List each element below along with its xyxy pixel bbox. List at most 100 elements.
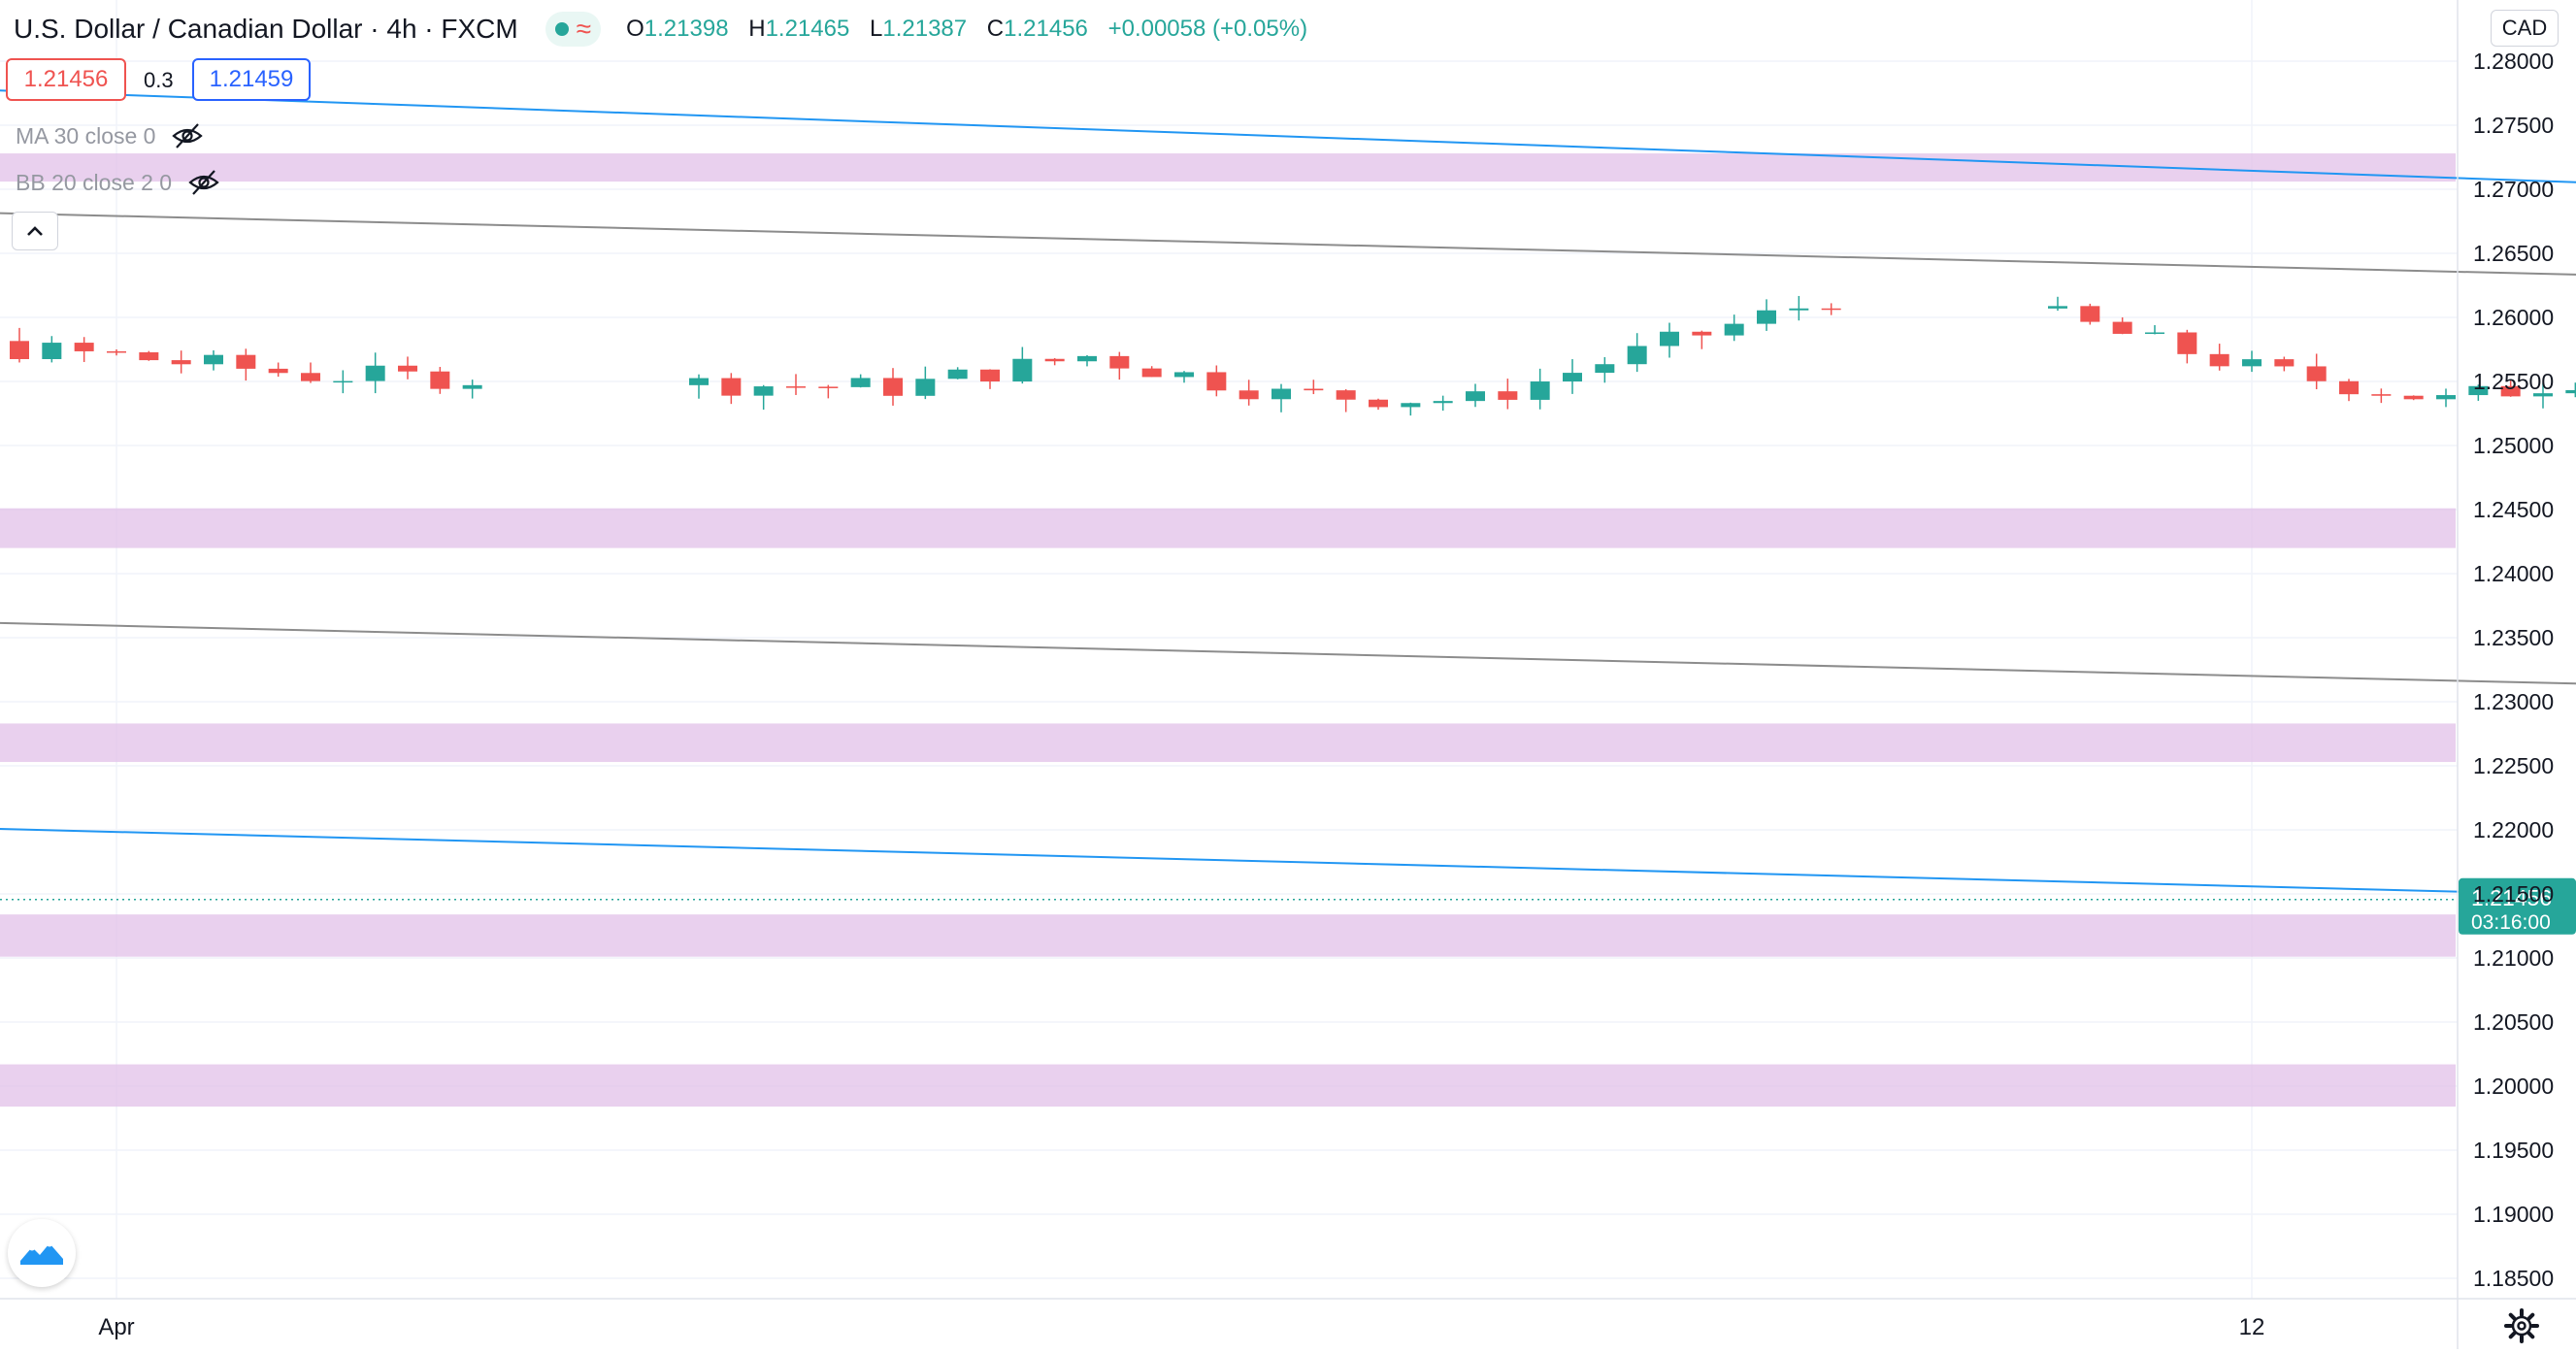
candle-body (462, 384, 482, 389)
market-open-icon (554, 22, 569, 36)
candle-body (1336, 390, 1356, 400)
candle-body (2274, 359, 2295, 367)
bar-countdown-label: 03:16:00 (2471, 911, 2551, 934)
candle-body (915, 379, 936, 396)
x-tick-label: Apr (98, 1314, 134, 1340)
market-status[interactable]: ≈ (545, 12, 602, 47)
candle-body (1012, 358, 1033, 382)
open-key: O (626, 16, 644, 42)
settings-gear-icon[interactable] (2502, 1306, 2541, 1345)
indicator-ma[interactable]: MA 30 close 0 (16, 118, 204, 153)
x-tick-label: 12 (2239, 1314, 2265, 1340)
candle-body (236, 354, 256, 369)
candle-body (333, 380, 353, 383)
low-value: 1.21387 (882, 16, 968, 42)
candle-body (786, 386, 806, 388)
tradingview-logo-icon (20, 1239, 63, 1265)
last-price-label-bg (2459, 877, 2576, 935)
y-tick-label: 1.19500 (2473, 1138, 2554, 1163)
candle-body (1141, 368, 1162, 378)
trendline-gray (0, 621, 2576, 685)
candle-body (2533, 393, 2553, 397)
y-tick-label: 1.19000 (2473, 1202, 2554, 1227)
candle-body (2242, 359, 2262, 367)
y-tick-label: 1.23000 (2473, 689, 2554, 714)
candle-body (2112, 321, 2132, 334)
candle-body (2306, 366, 2327, 381)
candle-body (2209, 353, 2229, 367)
y-tick-label: 1.24500 (2473, 497, 2554, 522)
y-tick-label: 1.24000 (2473, 561, 2554, 586)
sr-zone (0, 1064, 2456, 1107)
candle-body (398, 365, 417, 372)
sell-price-button[interactable]: 1.21456 (6, 58, 126, 101)
candle-body (2500, 385, 2521, 397)
close-key: C (986, 16, 1005, 42)
candle-body (1757, 310, 1776, 324)
candle-body (171, 360, 191, 365)
collapse-legend-button[interactable] (12, 212, 58, 250)
candle-body (1821, 308, 1841, 311)
candle-body (2177, 332, 2197, 354)
candle-body (1627, 346, 1647, 365)
candle-body (1660, 331, 1679, 347)
high-key: H (748, 16, 766, 42)
buy-price-button[interactable]: 1.21459 (192, 58, 311, 101)
indicator-ma-label: MA 30 close 0 (16, 122, 156, 149)
candle-body (1724, 323, 1744, 336)
y-tick-label: 1.18500 (2473, 1266, 2554, 1291)
ohlc-readout: O1.21398 H1.21465 L1.21387 C1.21456 +0.0… (626, 16, 1321, 43)
candle-body (1304, 388, 1324, 391)
spread-value: 0.3 (144, 68, 174, 92)
eye-off-icon[interactable] (187, 168, 220, 197)
candle-body (2048, 306, 2067, 309)
trendlines (0, 89, 2576, 896)
candle-body (1433, 401, 1453, 404)
indicator-bb[interactable]: BB 20 close 2 0 (16, 165, 220, 200)
y-tick-label: 1.22500 (2473, 753, 2554, 778)
candle-body (2565, 389, 2576, 394)
candle-body (1238, 390, 1259, 400)
open-value: 1.21398 (644, 16, 729, 42)
candle-body (139, 351, 159, 361)
sr-zone (0, 723, 2456, 763)
candle-body (301, 373, 320, 381)
symbol-title[interactable]: U.S. Dollar / Canadian Dollar · 4h · FXC… (14, 14, 518, 44)
candle-body (1271, 388, 1291, 400)
currency-button[interactable]: CAD (2491, 10, 2559, 47)
tradingview-logo[interactable] (8, 1219, 76, 1287)
candle-body (1466, 391, 1485, 402)
candle-body (430, 371, 450, 389)
y-tick-label: 1.23500 (2473, 625, 2554, 650)
candle-body (1530, 381, 1550, 400)
trendline-gray (0, 212, 2576, 276)
close-value: 1.21456 (1004, 16, 1088, 42)
trendline-blue (0, 89, 2576, 183)
change-value: +0.00058 (+0.05%) (1107, 16, 1308, 42)
grid-lines (0, 0, 2458, 1299)
candle-body (2468, 385, 2489, 396)
candle-body (1109, 355, 1130, 369)
eye-off-icon[interactable] (171, 121, 204, 150)
candle-body (2080, 306, 2100, 322)
candle-body (2403, 395, 2424, 400)
candle-body (1369, 399, 1388, 408)
candle-body (2339, 380, 2359, 395)
candle-body (2436, 395, 2456, 400)
indicator-bb-label: BB 20 close 2 0 (16, 169, 173, 195)
candle-body (107, 350, 126, 353)
data-delay-icon: ≈ (576, 14, 592, 44)
candle-body (818, 386, 839, 388)
candle-body (1401, 403, 1421, 408)
candle-body (947, 369, 968, 380)
candle-body (1174, 372, 1194, 378)
candle-body (721, 378, 742, 396)
y-tick-label: 1.25000 (2473, 433, 2554, 458)
candle-body (10, 341, 29, 359)
trendline-blue (0, 828, 2576, 896)
